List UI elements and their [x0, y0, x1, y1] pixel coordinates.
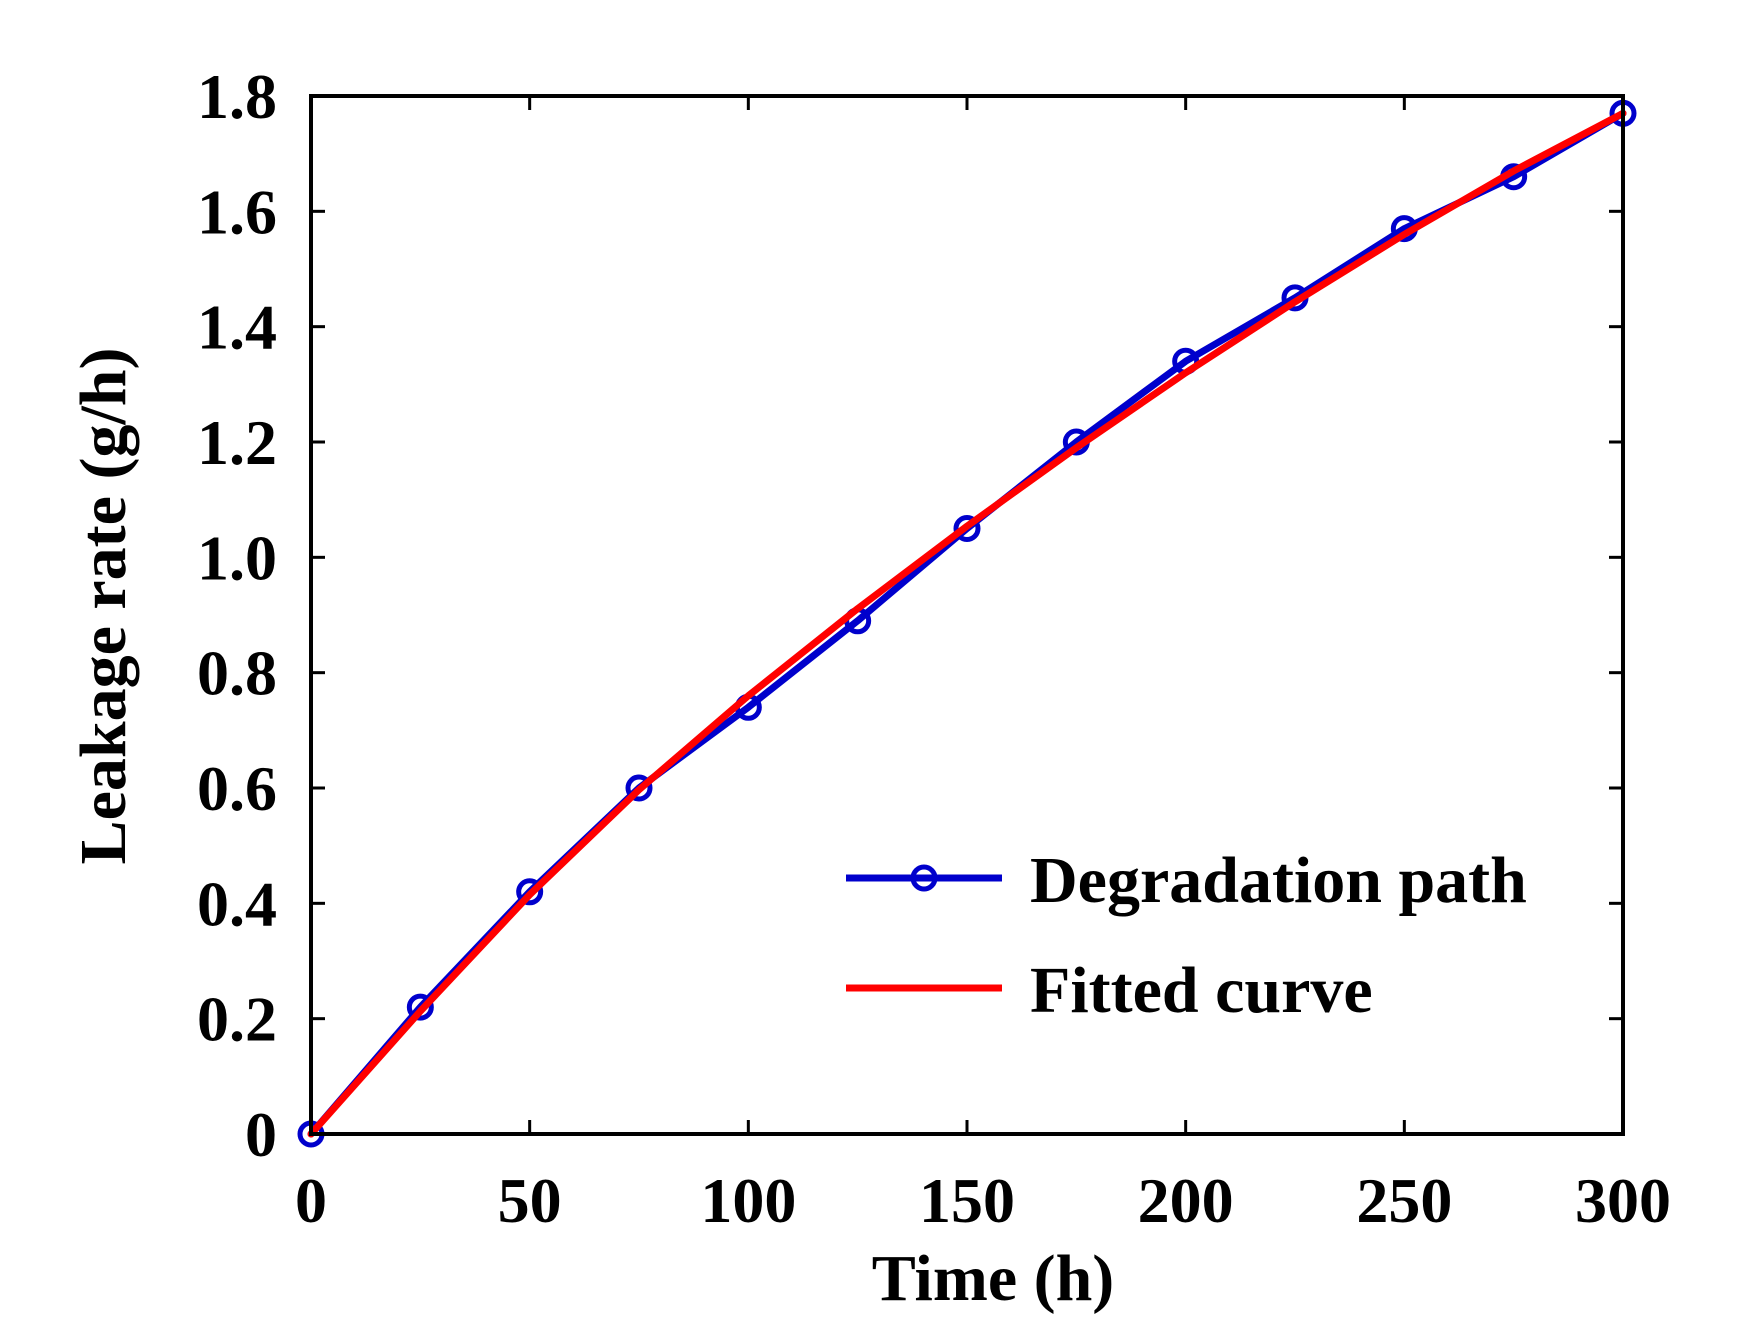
y-tick-label: 0.8	[197, 638, 277, 709]
legend-item: Fitted curve	[846, 954, 1373, 1027]
y-tick-label: 0.4	[197, 868, 277, 939]
y-axis-label: Leakage rate (g/h)	[67, 348, 140, 865]
x-axis-label: Time (h)	[872, 1242, 1115, 1315]
y-tick-label: 0.6	[197, 753, 277, 824]
y-tick-label: 1.2	[197, 407, 277, 478]
plot-frame	[309, 94, 1625, 1136]
y-tick-label: 1.0	[197, 522, 277, 593]
x-tick-label: 0	[295, 1165, 327, 1236]
y-tick-label: 1.6	[197, 176, 277, 247]
data-point	[625, 774, 653, 802]
plot-area	[311, 96, 1623, 1134]
tick-labels: 0 50 100 150 200 250 300 0 0.2 0.4 0.6 0.8 1.0 1.2 1.4…	[197, 61, 1671, 1236]
series-line	[307, 109, 1627, 1138]
y-tick-label: 1.4	[197, 292, 277, 363]
x-tick-label: 300	[1575, 1165, 1671, 1236]
series-layer	[297, 99, 1637, 1148]
series-1	[307, 109, 1627, 1138]
y-tick-label: 0.2	[197, 984, 277, 1055]
legend-marker	[910, 864, 938, 892]
x-tick-label: 50	[498, 1165, 562, 1236]
plot-background	[311, 96, 1623, 1134]
data-point	[516, 878, 544, 906]
x-tick-label: 150	[919, 1165, 1015, 1236]
y-tick-label: 0	[245, 1099, 277, 1170]
data-point	[406, 993, 434, 1021]
x-tick-label: 200	[1138, 1165, 1234, 1236]
legend-item: Degradation path	[846, 844, 1527, 917]
legend: Degradation path Fitted curve	[846, 844, 1527, 1027]
x-tick-label: 100	[700, 1165, 796, 1236]
axes-box	[309, 94, 1625, 1136]
y-tick-label: 1.8	[197, 61, 277, 132]
x-tick-label: 250	[1356, 1165, 1452, 1236]
legend-label: Degradation path	[1030, 844, 1527, 917]
legend-label: Fitted curve	[1030, 954, 1373, 1027]
data-point	[953, 515, 981, 542]
